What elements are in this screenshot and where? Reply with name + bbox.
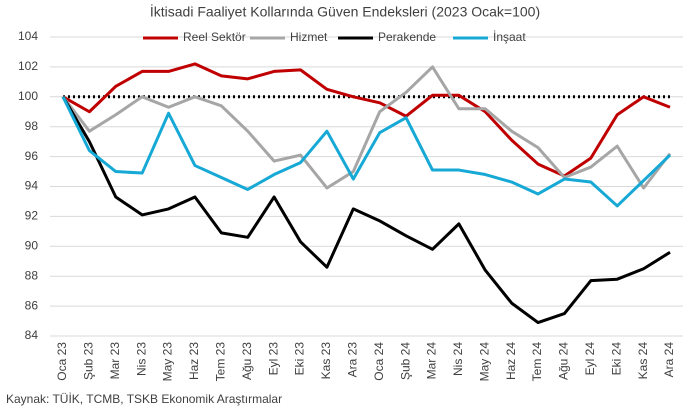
series-line [61,96,671,325]
x-tick-label: Kas 23 [319,342,333,380]
x-tick-label: Şub 23 [82,342,96,380]
x-tick-label: May 24 [477,342,491,382]
x-tick-label: Tem 23 [214,342,228,382]
x-tick-label: Nis 23 [134,342,148,376]
y-tick-label: 102 [18,59,38,73]
y-tick-label: 88 [25,268,39,282]
series-line [61,65,672,190]
x-tick-label: Mar 23 [108,342,122,380]
x-tick-label: May 23 [161,342,175,382]
y-tick-label: 92 [25,209,39,223]
x-tick-label: Mar 24 [425,342,439,380]
x-tick-label: Ağu 23 [240,342,254,380]
x-tick-label: Eyl 24 [583,342,597,376]
y-tick-label: 84 [25,328,39,342]
x-tick-label: Haz 24 [504,342,518,380]
x-tick-label: Eki 24 [609,342,623,376]
x-tick-label: Ara 24 [662,342,676,378]
source-note: Kaynak: TÜİK, TCMB, TSKB Ekonomik Araştı… [6,392,282,406]
x-tick-label: Eyl 23 [266,342,280,376]
x-tick-label: Ağu 24 [557,342,571,380]
legend-label: Reel Sektör [183,30,246,44]
y-tick-label: 98 [25,119,39,133]
x-tick-label: Şub 24 [398,342,412,380]
legend-label: Hizmet [290,30,328,44]
legend-label: İnşaat [493,30,526,44]
x-tick-label: Nis 24 [451,342,465,376]
series-line [61,96,672,208]
y-tick-label: 90 [25,238,39,252]
x-tick-label: Tem 24 [530,342,544,382]
x-tick-label: Ara 23 [345,342,359,378]
y-tick-label: 94 [25,179,39,193]
y-tick-label: 100 [18,89,38,103]
chart-title: İktisadi Faaliyet Kollarında Güven Endek… [150,3,540,20]
legend-label: Perakende [378,30,436,44]
series-line [62,62,671,178]
x-tick-label: Eki 23 [293,342,307,376]
x-tick-label: Haz 23 [187,342,201,380]
y-tick-label: 96 [25,149,39,163]
y-tick-label: 104 [18,29,38,43]
y-tick-label: 86 [25,298,39,312]
x-tick-label: Oca 24 [372,342,386,381]
x-tick-label: Kas 24 [636,342,650,380]
x-tick-label: Oca 23 [55,342,69,381]
